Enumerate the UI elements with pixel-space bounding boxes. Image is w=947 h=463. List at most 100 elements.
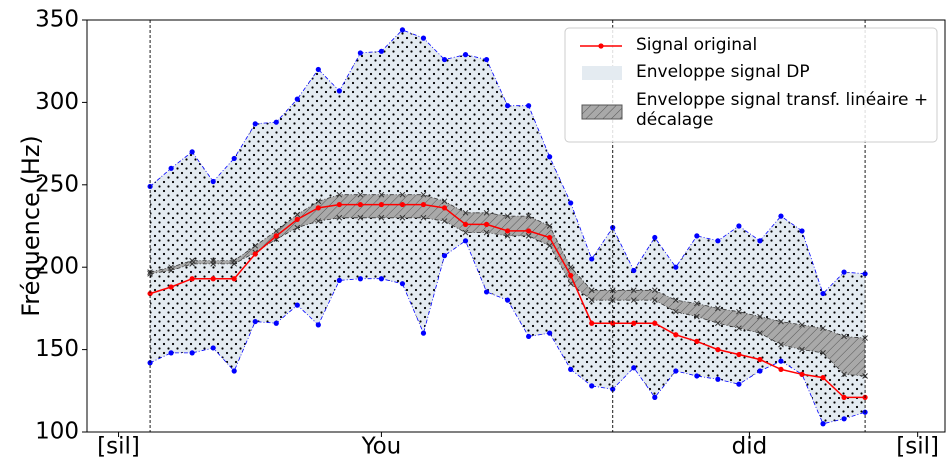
band-marker — [483, 209, 490, 216]
signal-marker — [652, 320, 658, 326]
band-marker — [693, 300, 700, 307]
band-marker — [546, 223, 553, 229]
plot-area — [147, 27, 868, 427]
signal-marker — [673, 332, 679, 338]
signal-marker — [841, 394, 847, 400]
band-marker — [357, 276, 363, 282]
band-marker — [483, 229, 490, 236]
band-marker — [210, 345, 216, 351]
band-marker — [673, 264, 679, 270]
band-marker — [231, 368, 237, 374]
band-marker — [294, 224, 301, 231]
signal-marker — [315, 205, 321, 211]
y-tick-label: 350 — [35, 7, 79, 33]
band-marker — [567, 280, 574, 287]
signal-marker — [210, 276, 216, 282]
band-marker — [441, 56, 448, 63]
band-marker — [462, 209, 469, 216]
band-marker — [588, 287, 595, 294]
y-tick-label: 250 — [35, 171, 79, 197]
band-marker — [231, 155, 237, 162]
x-tick-label: did — [732, 434, 768, 460]
band-marker — [673, 368, 679, 374]
band-marker — [210, 178, 216, 185]
band-marker — [799, 346, 805, 353]
band-marker — [315, 66, 321, 73]
band-marker — [526, 103, 532, 109]
band-marker — [420, 191, 427, 198]
y-tick-label: 200 — [35, 254, 79, 280]
signal-marker — [399, 201, 406, 208]
band-marker — [525, 213, 532, 219]
band-marker — [315, 198, 322, 205]
signal-marker — [694, 338, 700, 344]
band-marker — [588, 297, 595, 304]
legend-label: Enveloppe signal DP — [636, 62, 810, 82]
signal-marker — [778, 366, 784, 372]
signal-marker — [231, 276, 237, 282]
band-marker — [568, 200, 574, 206]
band-marker — [820, 350, 826, 356]
band-marker — [778, 213, 784, 219]
band-marker — [757, 238, 763, 244]
band-marker — [757, 313, 763, 320]
band-marker — [504, 233, 511, 239]
band-marker — [630, 287, 637, 294]
legend-swatch-hatch — [582, 105, 622, 119]
y-tick-label: 100 — [35, 419, 79, 445]
band-marker — [336, 214, 343, 221]
band-marker — [525, 233, 532, 239]
band-marker — [252, 242, 259, 249]
band-marker — [231, 261, 238, 267]
band-marker — [252, 318, 258, 325]
signal-marker — [168, 284, 174, 290]
band-marker — [294, 96, 300, 102]
band-marker — [820, 290, 826, 297]
band-marker — [483, 289, 490, 295]
band-marker — [757, 330, 763, 336]
band-marker — [210, 261, 217, 267]
signal-marker — [526, 228, 532, 234]
band-marker — [399, 27, 406, 33]
band-marker — [715, 305, 721, 312]
legend-marker — [598, 43, 604, 49]
band-marker — [672, 308, 679, 315]
band-marker — [799, 228, 805, 234]
band-marker — [378, 276, 385, 282]
signal-marker — [189, 276, 195, 282]
band-marker — [631, 267, 637, 274]
axes-frame — [86, 19, 946, 433]
signal-marker — [336, 201, 342, 208]
band-marker — [399, 281, 406, 287]
band-marker — [336, 191, 343, 198]
x-tick-label: [sil] — [97, 434, 140, 460]
band-marker — [862, 271, 868, 277]
signal-marker — [631, 320, 637, 326]
band-marker — [441, 198, 448, 205]
band-marker — [693, 313, 700, 320]
band-marker — [736, 325, 742, 332]
band-marker — [504, 297, 511, 303]
band-marker — [315, 218, 322, 224]
band-marker — [168, 350, 174, 356]
band-marker — [420, 35, 427, 41]
band-marker — [336, 88, 342, 94]
y-tick-label: 150 — [35, 336, 79, 362]
band-marker — [168, 165, 174, 171]
band-marker — [336, 277, 342, 283]
band-marker — [546, 242, 553, 249]
band-marker — [820, 325, 826, 332]
band-marker — [168, 267, 174, 274]
band-marker — [462, 52, 469, 58]
band-marker — [736, 223, 742, 229]
band-marker — [252, 121, 258, 127]
legend-label: Enveloppe signal transf. linéaire + déca… — [636, 90, 929, 130]
band-marker — [294, 211, 301, 218]
band-marker — [483, 56, 490, 63]
x-tick-label: You — [361, 434, 402, 460]
band-marker — [547, 154, 553, 160]
band-marker — [841, 269, 847, 275]
signal-marker — [252, 251, 258, 257]
band-marker — [694, 233, 700, 239]
band-marker — [147, 270, 153, 277]
